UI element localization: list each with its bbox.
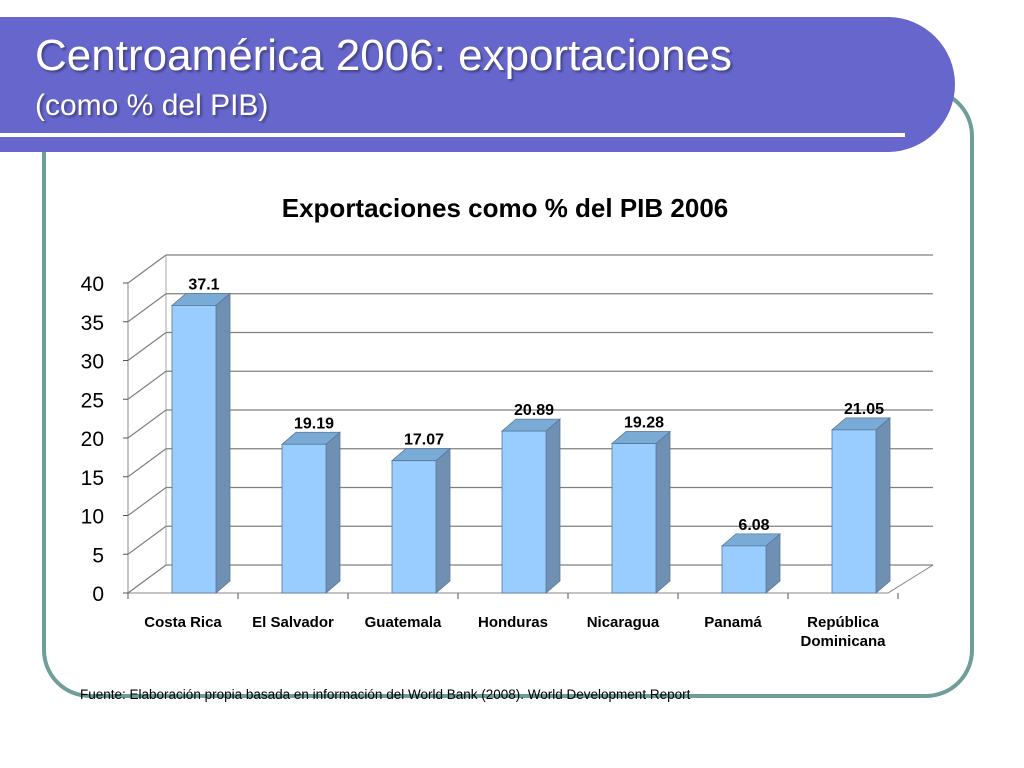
bar	[170, 292, 232, 594]
x-tick-label: Costa Rica	[144, 614, 222, 631]
data-label: 17.07	[404, 432, 444, 449]
y-tick-label: 40	[81, 273, 104, 296]
bar-side	[875, 416, 891, 594]
title-banner	[0, 17, 955, 152]
x-tick-label: Honduras	[478, 614, 548, 631]
bar-front	[611, 443, 657, 594]
plot-area: 0 5 10 15 20 25 30 35 40 37.1 19.19 17.07 20.89 19.28…	[81, 254, 934, 650]
data-label: 37.1	[188, 276, 219, 293]
gridline-diagonal	[127, 564, 167, 594]
source-note: Fuente: Elaboración propia basada en inf…	[80, 687, 691, 702]
bar-front	[391, 460, 437, 594]
bar	[720, 533, 782, 594]
chart-title: Exportaciones como % del PIB 2006	[281, 193, 729, 223]
gridline-diagonal	[127, 525, 167, 555]
bar-side	[435, 447, 451, 594]
bar	[830, 416, 892, 594]
y-tick-label: 5	[92, 544, 104, 567]
x-tick-label: Nicaragua	[587, 614, 660, 631]
bar-front	[831, 429, 877, 594]
data-label: 20.89	[514, 402, 554, 419]
bar-front	[721, 545, 767, 594]
x-tick-label: El Salvador	[252, 614, 334, 631]
gridline-diagonal	[127, 448, 167, 478]
gridline-diagonal	[127, 293, 167, 323]
bar-front	[171, 305, 217, 594]
bar-side	[655, 430, 671, 594]
title-underline	[0, 133, 905, 137]
x-tick-label: Guatemala	[365, 614, 442, 631]
x-tick-label: Dominicana	[800, 633, 886, 650]
bar-side	[215, 292, 231, 594]
bar	[390, 447, 452, 594]
bar-front	[281, 443, 327, 594]
data-label: 19.19	[294, 415, 334, 432]
data-label: 21.05	[844, 401, 884, 418]
gridline-diagonal	[127, 487, 167, 516]
gridline-diagonal	[127, 370, 167, 400]
floor-right-edge	[887, 564, 934, 594]
y-tick-label: 15	[81, 467, 104, 490]
bar	[280, 431, 342, 594]
bar	[500, 418, 562, 594]
y-tick-label: 30	[81, 351, 104, 374]
y-tick-label: 35	[81, 312, 104, 335]
slide-title: Centroamérica 2006: exportaciones	[35, 31, 733, 80]
bar-side	[545, 418, 561, 594]
gridline-diagonal	[127, 409, 167, 439]
y-tick-label: 25	[81, 389, 104, 412]
x-tick-label: República	[807, 614, 879, 631]
y-tick-label: 20	[81, 428, 104, 451]
bar-side	[325, 431, 341, 594]
slide-subtitle: (como % del PIB)	[35, 89, 269, 122]
gridline-diagonal	[127, 254, 167, 284]
bar-front	[501, 430, 547, 594]
y-tick-label: 10	[81, 506, 104, 529]
bar	[610, 430, 672, 594]
y-tick-label: 0	[92, 583, 104, 606]
gridline-diagonal	[127, 332, 167, 361]
x-tick-label: Panamá	[704, 614, 762, 631]
data-label: 19.28	[624, 415, 664, 432]
data-label: 6.08	[738, 517, 769, 534]
